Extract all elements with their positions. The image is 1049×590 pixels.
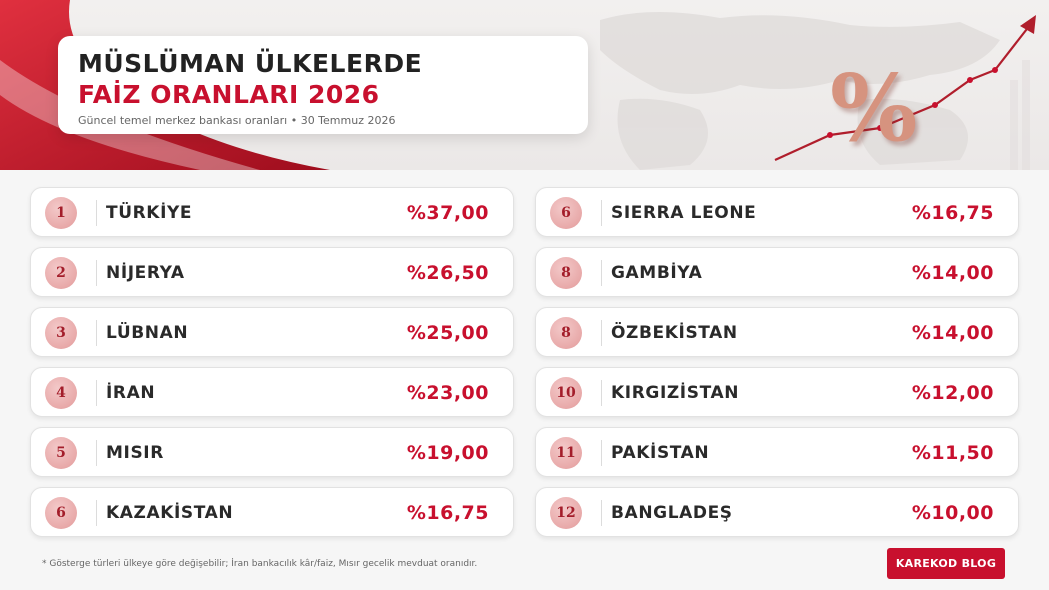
page-title: MÜSLÜMAN ÜLKELERDE: [78, 49, 423, 78]
country-name: GAMBİYA: [611, 263, 703, 283]
interest-rate: %26,50: [406, 262, 489, 284]
list-item: 2 NİJERYA %26,50: [30, 247, 514, 297]
divider: [96, 380, 97, 406]
country-name: SIERRA LEONE: [611, 203, 757, 223]
rank-badge: 5: [45, 437, 77, 469]
divider: [96, 200, 97, 226]
divider: [601, 260, 602, 286]
rank-badge: 11: [550, 437, 582, 469]
divider: [96, 320, 97, 346]
interest-rate: %25,00: [406, 322, 489, 344]
list-item: 4 İRAN %23,00: [30, 367, 514, 417]
list-item: 6 KAZAKİSTAN %16,75: [30, 487, 514, 537]
divider: [601, 320, 602, 346]
country-name: NİJERYA: [106, 263, 185, 283]
list-item: 5 MISIR %19,00: [30, 427, 514, 477]
list-item: 10 KIRGIZİSTAN %12,00: [535, 367, 1019, 417]
country-name: İRAN: [106, 383, 156, 403]
interest-rate: %14,00: [911, 262, 994, 284]
rank-badge: 8: [550, 317, 582, 349]
list-item: 3 LÜBNAN %25,00: [30, 307, 514, 357]
country-name: KIRGIZİSTAN: [611, 383, 740, 403]
divider: [601, 200, 602, 226]
interest-rate: %16,75: [406, 502, 489, 524]
interest-rate: %23,00: [406, 382, 489, 404]
arrow-up-icon: [1020, 15, 1036, 34]
rank-badge: 4: [45, 377, 77, 409]
divider: [601, 380, 602, 406]
rank-badge: 6: [550, 197, 582, 229]
country-name: PAKİSTAN: [611, 443, 710, 463]
rank-badge: 2: [45, 257, 77, 289]
interest-rate: %19,00: [406, 442, 489, 464]
page-subtitle: Güncel temel merkez bankası oranları • 3…: [78, 114, 396, 127]
divider: [601, 500, 602, 526]
rank-badge: 10: [550, 377, 582, 409]
interest-rate: %11,50: [911, 442, 994, 464]
rank-badge: 3: [45, 317, 77, 349]
world-map-decoration: [600, 11, 1000, 170]
footnote: * Gösterge türleri ülkeye göre değişebil…: [42, 559, 478, 569]
rank-badge: 12: [550, 497, 582, 529]
country-name: ÖZBEKİSTAN: [611, 323, 738, 343]
interest-rate: %14,00: [911, 322, 994, 344]
list-item: 11 PAKİSTAN %11,50: [535, 427, 1019, 477]
list-item: 12 BANGLADEŞ %10,00: [535, 487, 1019, 537]
country-name: BANGLADEŞ: [611, 503, 733, 523]
divider: [601, 440, 602, 466]
list-item: 1 TÜRKİYE %37,00: [30, 187, 514, 237]
country-name: MISIR: [106, 443, 164, 463]
page-title-highlight: FAİZ ORANLARI 2026: [78, 80, 380, 109]
interest-rate: %37,00: [406, 202, 489, 224]
rank-badge: 6: [45, 497, 77, 529]
interest-rate: %16,75: [911, 202, 994, 224]
divider: [96, 260, 97, 286]
list-item: 8 ÖZBEKİSTAN %14,00: [535, 307, 1019, 357]
brand-badge[interactable]: KAREKOD BLOG: [887, 548, 1005, 579]
country-name: TÜRKİYE: [106, 203, 193, 223]
list-item: 8 GAMBİYA %14,00: [535, 247, 1019, 297]
rank-badge: 1: [45, 197, 77, 229]
rank-badge: 8: [550, 257, 582, 289]
interest-rate: %10,00: [911, 502, 994, 524]
country-name: LÜBNAN: [106, 323, 189, 343]
title-card: MÜSLÜMAN ÜLKELERDE FAİZ ORANLARI 2026 Gü…: [58, 36, 588, 134]
divider: [96, 440, 97, 466]
divider: [96, 500, 97, 526]
percent-icon: %: [830, 54, 918, 162]
list-item: 6 SIERRA LEONE %16,75: [535, 187, 1019, 237]
country-name: KAZAKİSTAN: [106, 503, 234, 523]
interest-rate: %12,00: [911, 382, 994, 404]
